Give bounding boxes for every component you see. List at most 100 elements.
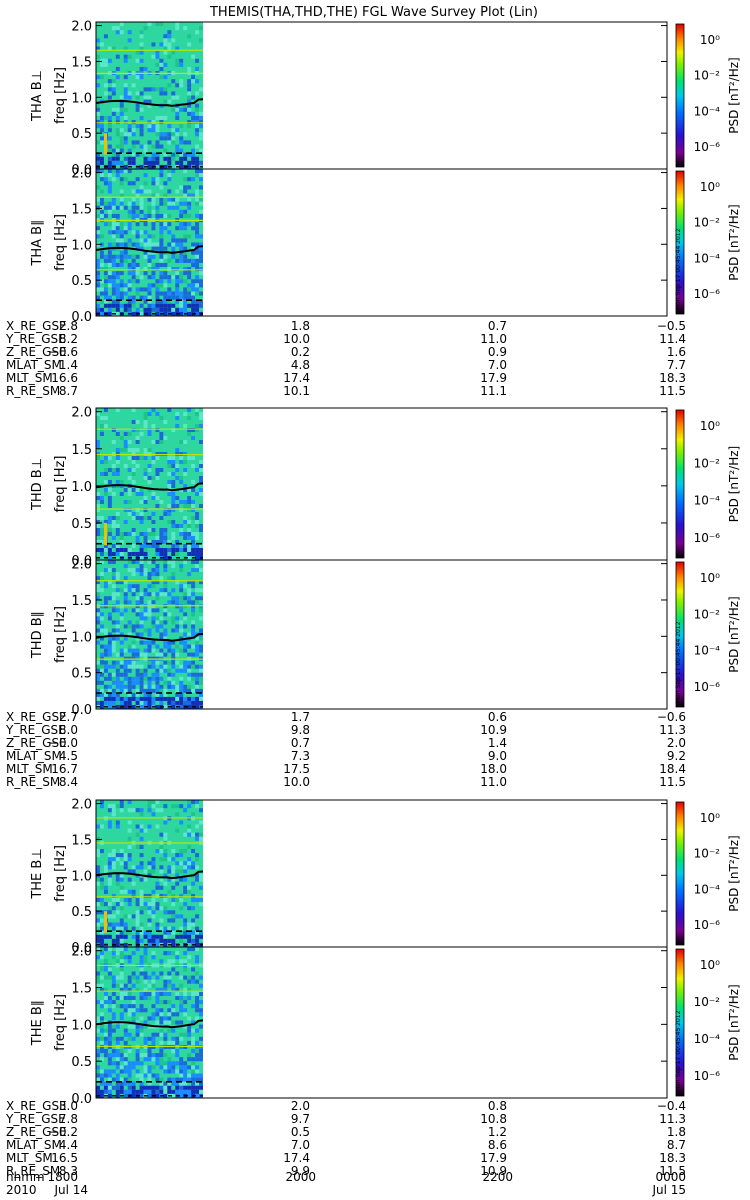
spectrogram-pixel [147, 991, 152, 996]
spectrogram-pixel [175, 1089, 180, 1094]
spectrogram-pixel [127, 588, 132, 593]
spectrogram-pixel [159, 303, 164, 308]
spectrogram-pixel [187, 995, 192, 1001]
spectrogram-pixel [163, 87, 168, 92]
spectrogram-pixel [143, 287, 148, 292]
spectrogram-pixel [167, 99, 172, 104]
spectrogram-pixel [163, 608, 168, 613]
spectrogram-pixel [195, 959, 200, 964]
spectrogram-pixel [123, 576, 128, 581]
spectrogram-pixel [119, 612, 124, 617]
spectrogram-pixel [195, 262, 200, 267]
spectrogram-pixel [119, 160, 124, 165]
spectrogram-pixel [119, 853, 124, 858]
spectrogram-pixel [111, 230, 116, 235]
spectrogram-pixel [171, 1065, 176, 1070]
spectrogram-pixel [123, 865, 128, 870]
spectrogram-pixel [163, 42, 168, 47]
spectrogram-pixel [147, 824, 152, 829]
spectrogram-pixel [191, 938, 196, 943]
spectrogram-pixel [131, 201, 136, 206]
solid-frequency-curve [95, 632, 204, 642]
spectrogram-pixel [131, 592, 136, 597]
spectrogram-pixel [151, 242, 156, 247]
spectrogram-pixel [99, 902, 104, 907]
spectrogram-pixel [115, 938, 120, 943]
spectrogram-pixel [155, 496, 160, 500]
spectrogram-pixel [123, 287, 128, 292]
timestamp-stamp: Mon Sep 17 00:45:44 2012 [675, 228, 682, 310]
spectrogram-pixel [187, 975, 192, 980]
spectrogram-pixel [96, 520, 100, 524]
spectrogram-pixel [127, 844, 132, 849]
spectrogram-pixel [171, 930, 176, 935]
spectrogram-pixel [155, 696, 160, 701]
spectrogram-pixel [191, 1061, 196, 1066]
spectrogram-pixel [135, 680, 140, 685]
spectrogram-pixel [175, 58, 180, 63]
spectrogram-pixel [167, 258, 172, 263]
spectrogram-pixel [195, 652, 200, 657]
spectrogram-pixel [139, 500, 144, 504]
spectrogram-pixel [147, 476, 152, 480]
spectrogram-pixel [147, 428, 152, 432]
spectrogram-pixel [99, 942, 104, 947]
ephemeris-value: 8.6 [488, 1138, 507, 1152]
spectrogram-pixel [96, 616, 100, 621]
spectrogram-pixel [163, 688, 168, 693]
spectrogram-pixel [155, 620, 160, 625]
spectrogram-pixel [163, 222, 168, 227]
spectrogram-pixel [167, 480, 172, 484]
spectrogram-pixel [179, 476, 184, 480]
spectrogram-pixel [155, 1085, 160, 1090]
spectrogram-pixel [155, 144, 160, 149]
spectrogram-pixel [195, 1057, 200, 1062]
ephemeris-label: R_RE_SM [6, 775, 60, 789]
spectrogram-pixel [167, 1077, 172, 1082]
spectrogram-pixel [99, 496, 104, 500]
spectrogram-pixel [115, 307, 120, 312]
spectrogram-pixel [155, 885, 160, 890]
spectrogram-pixel [107, 1032, 112, 1037]
spectrogram-pixel [171, 628, 176, 633]
spectrogram-pixel [139, 889, 144, 894]
spectrogram-pixel [123, 592, 128, 597]
spectrogram-pixel [163, 636, 168, 641]
spectrogram-pixel [195, 556, 200, 560]
spectrogram-pixel [171, 1049, 176, 1054]
date-tick-label: Jul 14 [53, 1183, 88, 1197]
spectrogram-pixel [155, 472, 160, 476]
spectrogram-pixel [195, 408, 200, 412]
spectrogram-pixel [96, 700, 100, 705]
spectrogram-pixel [195, 548, 200, 552]
spectrogram-pixel [111, 205, 116, 210]
spectrogram-pixel [187, 1085, 192, 1090]
spectrogram-pixel [96, 205, 100, 210]
spectrogram-pixel [151, 648, 156, 653]
spectrogram-pixel [199, 169, 203, 174]
spectrogram-pixel [171, 576, 176, 581]
spectrogram-pixel [119, 181, 124, 186]
spectrogram-pixel [143, 66, 148, 71]
spectrogram-pixel [187, 536, 192, 540]
spectrogram-pixel [143, 412, 148, 416]
spectrogram-pixel [103, 644, 108, 649]
spectrogram-pixel [107, 79, 112, 84]
spectrogram-pixel [187, 120, 192, 125]
y-tick-label: 1.0 [71, 238, 92, 253]
spectrogram-pixel [111, 275, 116, 280]
spectrogram-pixel [147, 600, 152, 605]
spectrogram-pixel [131, 472, 136, 476]
spectrogram-pixel [175, 468, 180, 472]
spectrogram-pixel [147, 934, 152, 939]
spectrogram-pixel [119, 660, 124, 665]
spectrogram-pixel [119, 616, 124, 621]
spectrogram-pixel [175, 62, 180, 67]
spectrogram-pixel [99, 201, 104, 206]
spectrogram-pixel [195, 560, 200, 565]
spectrogram-pixel [183, 640, 188, 645]
spectrogram-pixel [107, 279, 112, 284]
spectrogram-pixel [107, 922, 112, 927]
spectrogram-pixel [179, 668, 184, 673]
spectrogram-pixel [199, 299, 203, 304]
